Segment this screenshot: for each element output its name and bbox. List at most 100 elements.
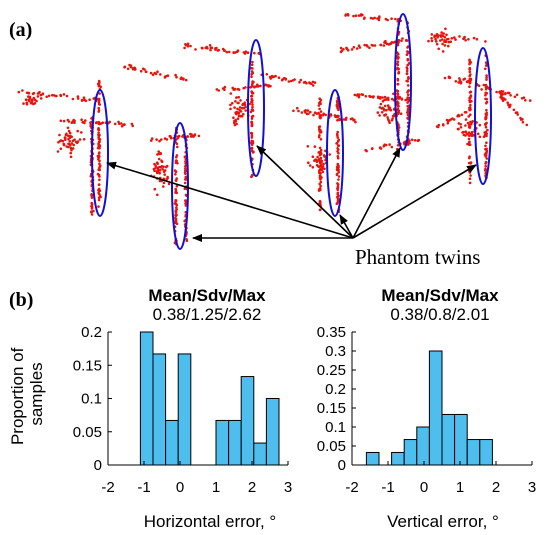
hist1-y-tick-label: 0.1 (81, 391, 102, 408)
cloud-point (335, 173, 339, 176)
cloud-point (311, 84, 315, 87)
cloud-point (97, 198, 101, 202)
cloud-point (469, 99, 472, 103)
cloud-point (427, 39, 430, 43)
cloud-point (250, 175, 253, 179)
cloud-point (143, 68, 146, 71)
cloud-point (458, 114, 461, 118)
cloud-point (485, 78, 488, 81)
cloud-point (396, 56, 400, 60)
cloud-point (357, 14, 361, 17)
cloud-point (485, 111, 489, 115)
cloud-point (234, 118, 237, 122)
cloud-point (250, 99, 254, 102)
cloud-point (458, 77, 461, 80)
cloud-point (436, 34, 439, 37)
cloud-point (162, 181, 166, 185)
cloud-point (461, 131, 464, 134)
cloud-point (89, 121, 92, 124)
hist2-x-tick-label: 3 (528, 479, 536, 496)
cloud-point (329, 113, 333, 116)
cloud-point (59, 119, 63, 123)
cloud-point (98, 189, 102, 193)
cloud-point (316, 155, 319, 159)
cloud-point (318, 146, 322, 150)
cloud-point (357, 95, 361, 99)
cloud-point (156, 162, 159, 165)
cloud-point (251, 105, 254, 109)
cloud-point (364, 95, 368, 98)
phantom-ellipse (326, 89, 344, 217)
cloud-point (467, 137, 471, 141)
cloud-point (229, 92, 233, 95)
cloud-point (443, 35, 447, 39)
cloud-point (468, 58, 471, 62)
cloud-point (184, 204, 188, 207)
hist1-x-tick-label: -2 (101, 479, 114, 496)
cloud-point (59, 147, 63, 151)
cloud-point (318, 97, 322, 100)
cloud-point (272, 75, 276, 78)
cloud-point (336, 198, 340, 202)
cloud-point (154, 72, 158, 76)
cloud-point (129, 65, 133, 69)
cloud-point (406, 46, 409, 49)
cloud-point (337, 144, 341, 147)
cloud-point (233, 106, 236, 109)
cloud-point (317, 104, 321, 107)
cloud-point (122, 123, 126, 126)
cloud-point (390, 119, 394, 122)
cloud-point (97, 101, 101, 104)
cloud-point (169, 135, 172, 138)
cloud-point (484, 85, 488, 89)
cloud-point (336, 156, 340, 160)
cloud-point (509, 94, 512, 97)
hist2-bar (454, 413, 468, 466)
cloud-point (522, 96, 526, 99)
cloud-point (158, 139, 161, 143)
cloud-point (444, 27, 447, 31)
cloud-point (313, 111, 317, 114)
cloud-point (223, 49, 226, 52)
cloud-point (370, 43, 374, 47)
cloud-point (336, 136, 340, 139)
cloud-point (96, 172, 100, 176)
cloud-point (447, 44, 450, 48)
cloud-point (97, 183, 101, 187)
cloud-point (229, 103, 232, 107)
cloud-point (67, 129, 71, 133)
cloud-point (27, 95, 30, 98)
cloud-point (214, 47, 217, 50)
cloud-point (251, 151, 255, 154)
cloud-point (430, 37, 433, 40)
cloud-point (165, 178, 168, 181)
cloud-point (450, 37, 454, 40)
cloud-point (442, 123, 445, 127)
hist2-y-tick-label: 0.2 (325, 381, 346, 398)
cloud-point (336, 130, 340, 134)
hist2-bar (365, 451, 380, 466)
cloud-point (250, 124, 254, 128)
cloud-point (372, 95, 375, 98)
cloud-point (354, 120, 357, 124)
cloud-point (449, 118, 453, 121)
cloud-point (308, 164, 312, 167)
cloud-point (217, 89, 220, 92)
cloud-point (317, 135, 321, 139)
cloud-point (350, 48, 354, 51)
cloud-point (80, 131, 83, 134)
cloud-point (97, 109, 101, 112)
cloud-point (175, 222, 179, 225)
cloud-point (237, 114, 241, 118)
cloud-point (92, 209, 95, 213)
cloud-point (47, 94, 51, 98)
hist2-x-tick-label: 1 (456, 479, 464, 496)
cloud-point (388, 121, 391, 125)
cloud-point (98, 140, 101, 143)
cloud-point (317, 165, 320, 168)
cloud-point (25, 101, 29, 104)
cloud-point (397, 70, 401, 74)
cloud-point (227, 50, 231, 54)
cloud-point (318, 101, 321, 105)
cloud-point (472, 36, 476, 40)
